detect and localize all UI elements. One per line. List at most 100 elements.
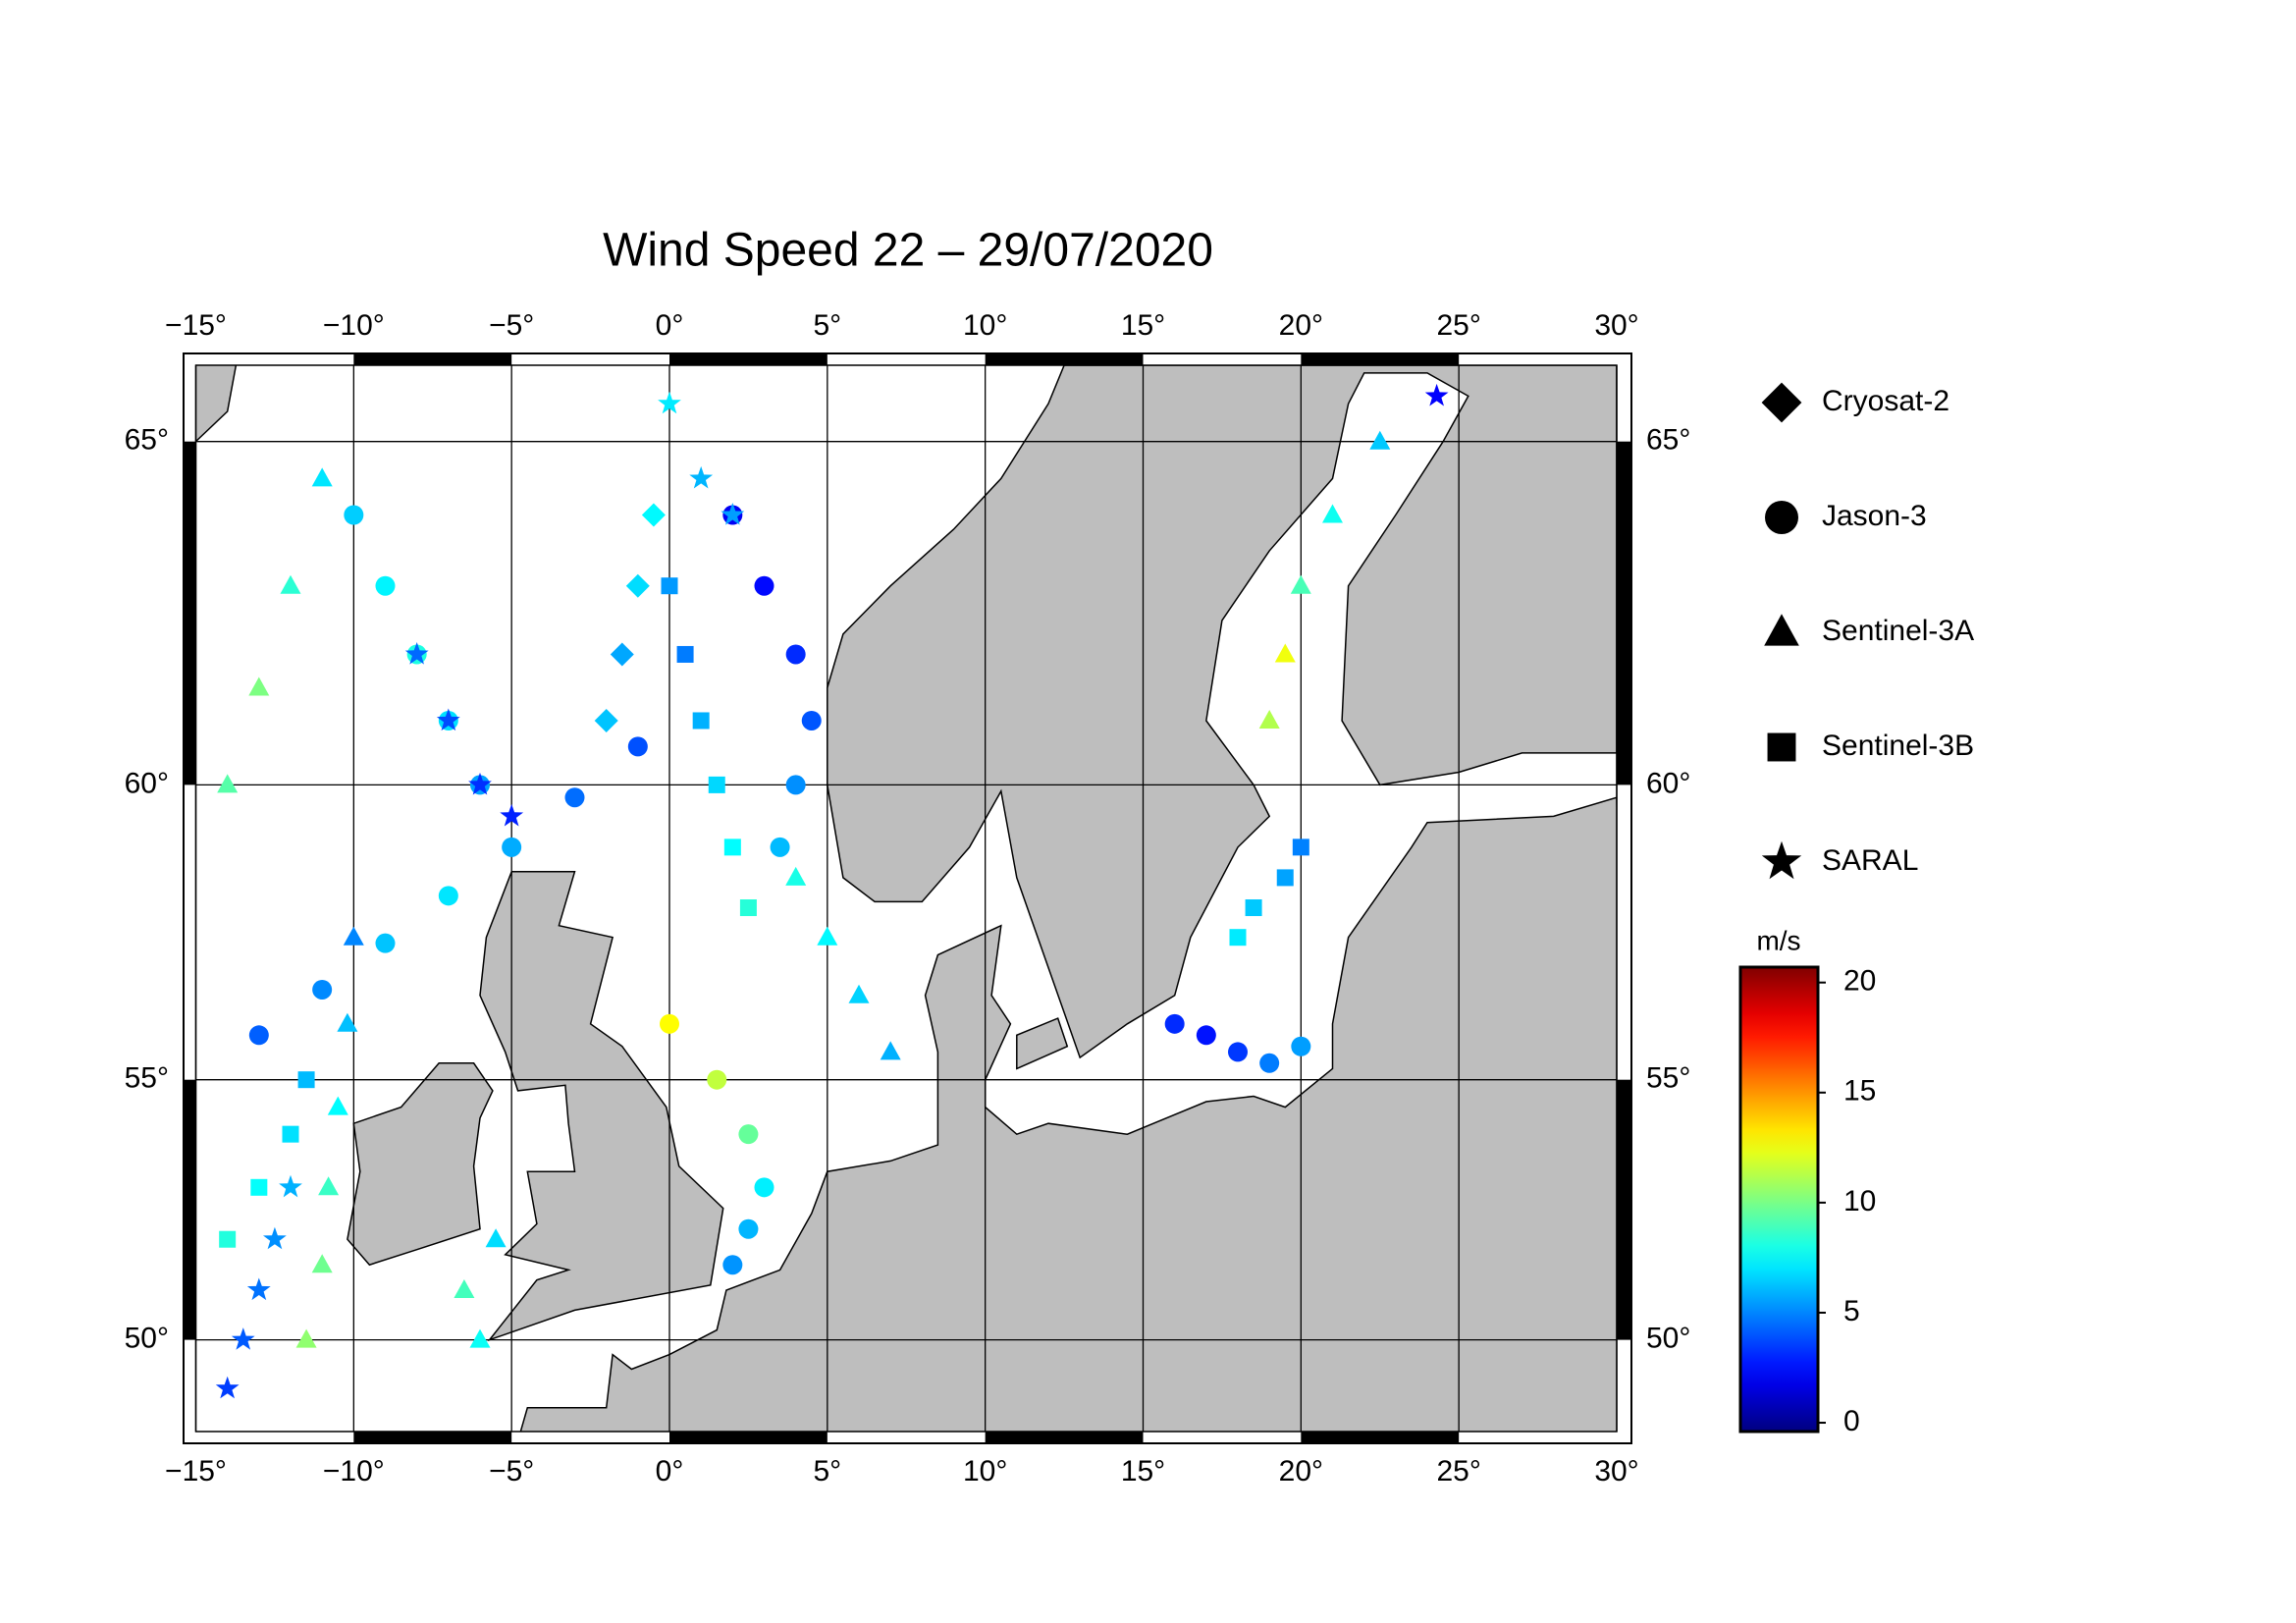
marker	[1369, 430, 1391, 450]
marker	[708, 776, 725, 793]
land-mass	[519, 796, 1617, 1432]
marker	[722, 1255, 743, 1275]
marker	[295, 1328, 317, 1348]
map-border	[184, 353, 1631, 1443]
legend: Cryosat-2 Jason-3 Sentinel-3A Sentinel-3B SA…	[1761, 382, 1974, 880]
colorbar-tick-label: 5	[1843, 1295, 1860, 1327]
y-tick-label: 60°	[1646, 767, 1690, 799]
colorbar-tick-label: 10	[1843, 1185, 1876, 1217]
marker	[610, 642, 634, 667]
marker	[500, 803, 524, 827]
marker	[215, 1376, 240, 1399]
marker	[375, 933, 396, 953]
marker	[801, 710, 822, 730]
marker	[404, 642, 429, 665]
marker	[1764, 614, 1799, 646]
colorbar-tick-label: 20	[1843, 965, 1876, 998]
marker	[454, 1279, 475, 1298]
marker	[1276, 869, 1294, 887]
x-tick-label: −5°	[489, 1455, 534, 1488]
x-tick-label: 10°	[963, 309, 1007, 342]
land-mass	[479, 870, 724, 1342]
border-segment	[184, 1079, 196, 1340]
marker	[438, 886, 458, 906]
marker	[564, 787, 585, 808]
colorbar: m/s 0 5 10 15 20	[1738, 925, 1876, 1437]
marker	[311, 467, 333, 487]
marker	[641, 503, 666, 527]
x-tick-label: 30°	[1594, 309, 1638, 342]
colorbar-tick-label: 15	[1843, 1075, 1876, 1108]
land-mass	[1016, 1017, 1069, 1070]
marker	[785, 644, 806, 665]
marker	[231, 1327, 255, 1350]
border-segment	[1617, 1079, 1631, 1340]
marker	[1229, 929, 1247, 947]
x-tick-label: 15°	[1121, 1455, 1165, 1488]
marker	[1290, 574, 1311, 594]
colorbar-label: m/s	[1756, 925, 1800, 955]
marker	[312, 979, 333, 1000]
marker	[436, 708, 460, 731]
marker	[754, 1177, 774, 1198]
marker	[246, 1277, 271, 1301]
colorbar-ramp	[1738, 965, 1820, 1434]
legend-label: Cryosat-2	[1822, 385, 1949, 417]
marker	[297, 1071, 315, 1089]
tick-labels: −15° −15° −10° −10° −5° −5° 0° 0° 5° 5° 10° 10° 15° 1…	[125, 309, 1691, 1488]
y-tick-label: 55°	[1646, 1062, 1690, 1095]
x-tick-label: 20°	[1279, 1455, 1323, 1488]
marker	[279, 1174, 302, 1198]
marker	[250, 1178, 268, 1196]
marker	[723, 839, 741, 856]
x-tick-label: 30°	[1594, 1455, 1638, 1488]
marker	[658, 391, 681, 414]
marker	[1291, 1036, 1311, 1056]
x-tick-label: 10°	[963, 1455, 1007, 1488]
marker	[689, 465, 714, 489]
marker	[1424, 383, 1449, 406]
marker	[344, 505, 364, 525]
y-tick-label: 55°	[125, 1062, 169, 1095]
legend-label: Sentinel-3A	[1822, 615, 1974, 647]
marker	[754, 575, 774, 596]
y-tick-label: 50°	[1646, 1323, 1690, 1355]
map-inner-frame	[194, 364, 1618, 1433]
x-tick-label: 20°	[1279, 309, 1323, 342]
border-segment	[353, 1432, 512, 1443]
marker	[1274, 643, 1296, 663]
marker	[263, 1226, 287, 1250]
marker	[739, 899, 757, 917]
border-segment	[1617, 441, 1631, 785]
marker	[337, 1012, 358, 1032]
marker	[661, 577, 678, 595]
marker	[1322, 504, 1343, 523]
x-tick-label: −10°	[323, 309, 385, 342]
legend-label: Sentinel-3B	[1822, 730, 1974, 762]
marker	[1245, 899, 1262, 917]
land-mass	[347, 1062, 494, 1267]
marker	[468, 772, 492, 795]
marker	[848, 984, 870, 1003]
marker	[248, 676, 270, 696]
marker	[738, 1124, 759, 1145]
marker	[1761, 382, 1802, 423]
x-tick-label: 0°	[656, 309, 684, 342]
marker	[469, 1328, 491, 1348]
x-tick-label: 0°	[656, 1455, 684, 1488]
marker	[880, 1041, 901, 1060]
observations	[215, 383, 1449, 1399]
marker	[1761, 840, 1802, 880]
border-segment	[1301, 353, 1460, 365]
land	[195, 365, 1617, 1432]
marker	[219, 1230, 237, 1248]
y-tick-label: 50°	[125, 1323, 169, 1355]
marker	[318, 1176, 340, 1196]
marker	[1767, 732, 1796, 762]
border-segment	[985, 353, 1144, 365]
marker	[280, 574, 301, 594]
legend-label: SARAL	[1822, 844, 1918, 877]
marker	[502, 837, 522, 857]
x-tick-label: −10°	[323, 1455, 385, 1488]
